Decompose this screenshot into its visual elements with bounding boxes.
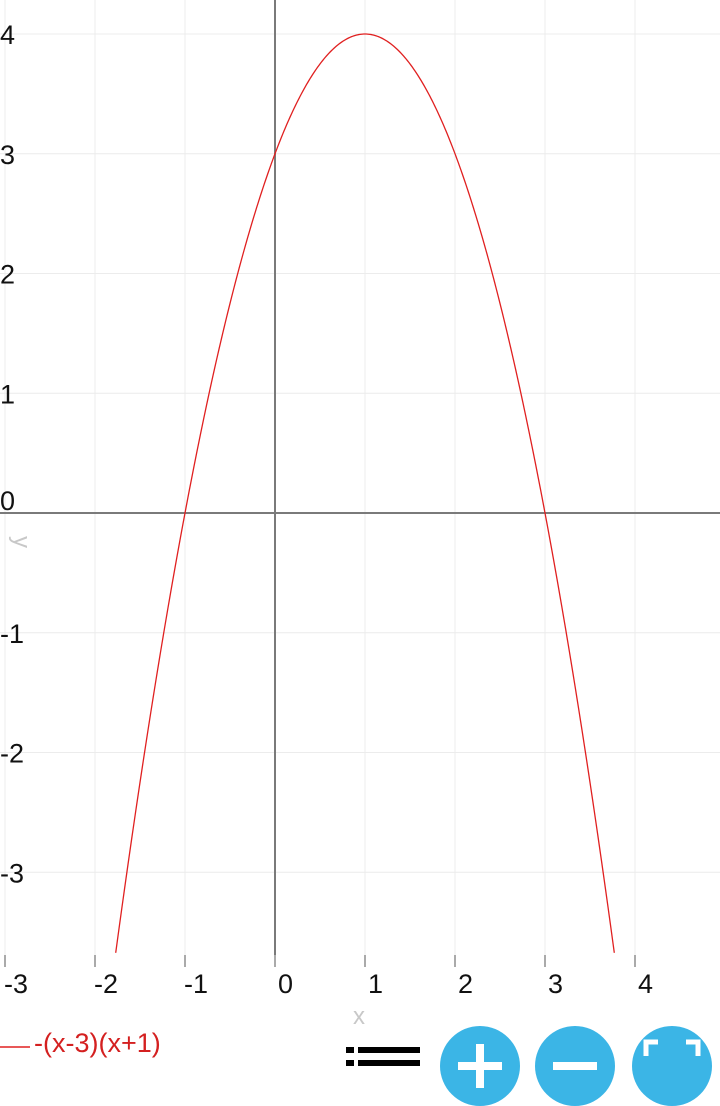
x-tick-label: -1 xyxy=(184,969,208,999)
list-icon[interactable] xyxy=(346,1044,422,1066)
series-line xyxy=(115,33,615,953)
x-tick-label: 0 xyxy=(278,969,293,999)
x-tick-label: 1 xyxy=(368,969,383,999)
y-tick-label: -3 xyxy=(0,858,24,888)
y-axis-title: y xyxy=(8,536,35,548)
y-tick-label: -1 xyxy=(0,619,24,649)
x-tick-label: -2 xyxy=(94,969,118,999)
y-tick-labels: 4 3 2 1 0 -1 -2 -3 xyxy=(0,20,24,888)
y-tick-label: 1 xyxy=(0,379,15,409)
zoom-out-button[interactable] xyxy=(535,1026,615,1106)
zoom-in-icon xyxy=(458,1044,502,1088)
x-tick-label: 4 xyxy=(638,969,653,999)
x-tick-label: 3 xyxy=(548,969,563,999)
axes xyxy=(0,0,720,955)
fullscreen-icon xyxy=(643,1039,701,1056)
grid xyxy=(0,0,720,955)
y-tick-label: 4 xyxy=(0,20,15,50)
y-tick-label: -2 xyxy=(0,739,24,769)
x-tick-labels: -3 -2 -1 0 1 2 3 4 xyxy=(4,955,653,999)
legend-label: -(x-3)(x+1) xyxy=(34,1028,161,1058)
y-tick-label: 0 xyxy=(0,486,15,516)
x-tick-label: 2 xyxy=(458,969,473,999)
x-axis-title: x xyxy=(353,1003,365,1030)
y-tick-label: 2 xyxy=(0,260,15,290)
y-tick-label: 3 xyxy=(0,140,15,170)
zoom-out-icon xyxy=(553,1062,597,1070)
function-plot[interactable]: 4 3 2 1 0 -1 -2 -3 -3 -2 -1 0 1 2 3 4 x y -(x-3)(x+1) xyxy=(0,0,720,1064)
zoom-in-button[interactable] xyxy=(440,1026,520,1106)
fullscreen-button[interactable] xyxy=(632,1026,712,1106)
x-tick-label: -3 xyxy=(4,969,28,999)
